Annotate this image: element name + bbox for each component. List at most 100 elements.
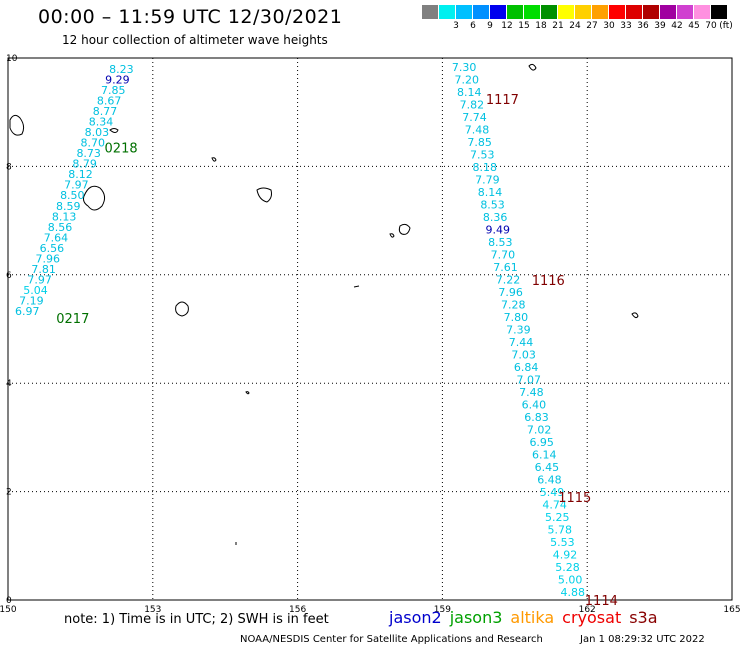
wave-height-value: 7.64 [44, 231, 69, 244]
wave-height-value: 8.50 [60, 189, 85, 202]
wave-height-value: 8.23 [109, 63, 134, 76]
legend-swatch [541, 5, 558, 19]
wave-height-value: 7.81 [31, 263, 56, 276]
wave-height-value: 8.13 [52, 210, 77, 223]
island-outline [353, 285, 360, 288]
wave-height-value: 7.85 [467, 136, 492, 149]
wave-height-value: 8.14 [457, 86, 482, 99]
legend-label: 27 [586, 21, 598, 31]
wave-height-value: 9.49 [485, 224, 510, 237]
wave-height-value: 8.77 [93, 105, 118, 118]
wave-height-value: 6.95 [529, 436, 554, 449]
longitude-tick-label: 153 [144, 605, 161, 615]
latitude-tick-label: 2 [6, 488, 12, 498]
wave-height-value: 5.28 [555, 561, 580, 574]
wave-height-value: 8.36 [483, 211, 508, 224]
wave-height-value: 8.34 [89, 116, 114, 129]
wave-height-value: 7.28 [501, 299, 526, 312]
legend-swatch [524, 5, 541, 19]
wave-height-value: 8.12 [68, 168, 93, 181]
satellite-legend: jason2 jason3 altika cryosat s3a [389, 608, 666, 627]
legend-swatch [575, 5, 592, 19]
wave-height-value: 7.53 [470, 149, 495, 162]
legend-label: 42 [671, 21, 683, 31]
map-subtitle: 12 hour collection of altimeter wave hei… [62, 33, 328, 47]
wave-height-value: 4.92 [553, 548, 578, 561]
wave-height-value: 7.48 [519, 386, 544, 399]
legend-swatch [626, 5, 643, 19]
pass-label: 1114 [585, 594, 618, 609]
wave-height-value: 8.67 [97, 94, 122, 107]
island-outline [389, 233, 395, 238]
wave-height-value: 8.59 [56, 200, 81, 213]
wave-height-value: 7.96 [498, 286, 523, 299]
island-outline [631, 312, 639, 319]
legend-swatch [473, 5, 490, 19]
wave-height-value: 7.79 [475, 174, 500, 187]
wave-height-value: 7.44 [509, 336, 534, 349]
legend-label: 15 [518, 21, 530, 31]
wave-height-value: 6.83 [524, 411, 549, 424]
legend-label: 45 [688, 21, 700, 31]
wave-height-value: 7.20 [454, 74, 479, 87]
units-note: note: 1) Time is in UTC; 2) SWH is in fe… [64, 612, 329, 627]
legend-label: 70 [705, 21, 717, 31]
satellite-name: jason2 [389, 608, 442, 627]
color-legend-labels: 3 6 9 12 15 18 21 24 27 30 33 36 39 42 45 70 (ft) [422, 21, 740, 33]
wave-height-value: 8.18 [473, 161, 498, 174]
credit-line: NOAA/NESDIS Center for Satellite Applica… [240, 634, 543, 645]
wave-height-value: 8.53 [480, 199, 505, 212]
wave-height-value: 7.22 [496, 274, 521, 287]
wave-height-value: 7.61 [493, 261, 518, 274]
pass-label: 1115 [558, 491, 591, 506]
legend-swatch [456, 5, 473, 19]
wave-height-value: 6.56 [40, 242, 65, 255]
legend-swatch [558, 5, 575, 19]
pass-label: 1117 [486, 93, 519, 108]
longitude-tick-label: 165 [723, 605, 740, 615]
wave-height-value: 6.14 [532, 448, 557, 461]
latitude-tick-label: 4 [6, 379, 12, 389]
wave-height-value: 5.53 [550, 536, 575, 549]
island-outlines [9, 63, 639, 545]
island-outline [9, 114, 25, 136]
wave-height-value: 7.85 [101, 84, 126, 97]
legend-swatch [660, 5, 677, 19]
legend-unit: (ft) [719, 21, 733, 31]
legend-label: 33 [620, 21, 632, 31]
legend-label: 12 [501, 21, 513, 31]
island-outline [256, 187, 272, 203]
wave-height-value: 6.84 [514, 361, 539, 374]
longitude-tick-label: 162 [579, 605, 596, 615]
wave-height-tracks: 8.239.297.858.678.778.348.038.708.738.79… [15, 61, 585, 599]
island-outline [528, 63, 537, 71]
satellite-name: s3a [629, 608, 658, 627]
legend-label: 18 [535, 21, 547, 31]
wave-height-value: 7.80 [504, 311, 529, 324]
legend-swatch [711, 5, 728, 19]
latitude-tick-label: 8 [6, 162, 12, 172]
longitude-tick-label: 159 [434, 605, 451, 615]
island-outline [211, 157, 217, 162]
island-outline [245, 391, 250, 395]
legend-label: 9 [487, 21, 493, 31]
island-outline [175, 301, 189, 317]
latitude-tick-label: 10 [6, 54, 18, 64]
wave-height-value: 6.48 [537, 473, 562, 486]
wave-height-value: 7.03 [511, 349, 536, 362]
wave-height-value: 7.19 [19, 295, 44, 308]
wave-height-value: 4.74 [542, 498, 567, 511]
map-title: 00:00 – 11:59 UTC 12/30/2021 [38, 6, 343, 28]
wave-height-value: 7.07 [517, 374, 542, 387]
legend-swatch [643, 5, 660, 19]
legend-swatch [490, 5, 507, 19]
wave-height-value: 7.82 [460, 99, 485, 112]
satellite-name: altika [510, 608, 555, 627]
legend-swatch [677, 5, 694, 19]
color-legend-bar [422, 5, 728, 19]
wave-height-value: 8.14 [478, 186, 503, 199]
wave-height-value: 7.70 [491, 249, 516, 262]
wave-height-value: 5.04 [23, 284, 48, 297]
map-border [7, 57, 733, 601]
